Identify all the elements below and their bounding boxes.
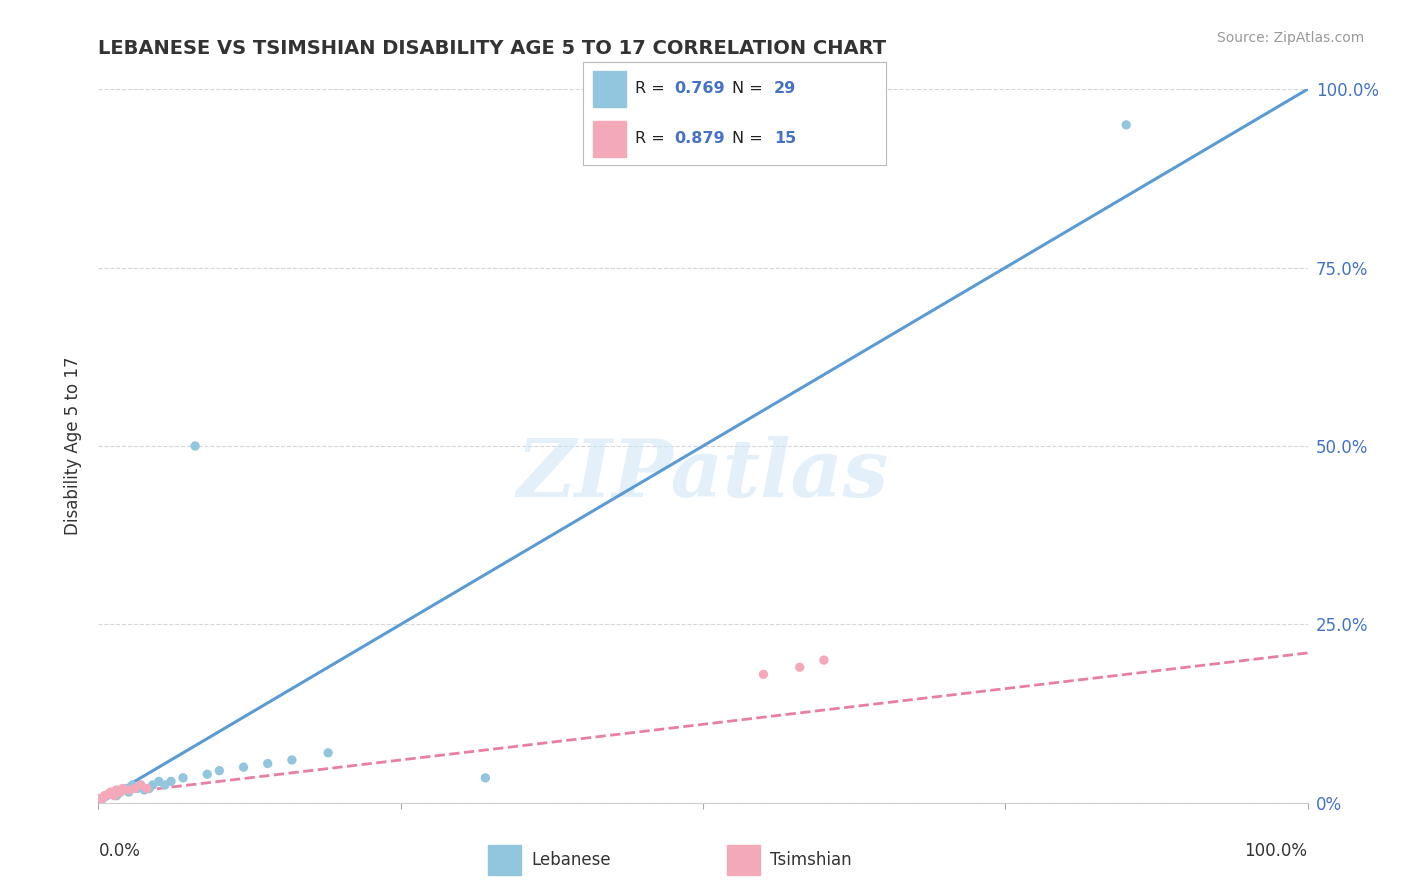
Point bbox=[129, 778, 152, 792]
Text: R =: R = bbox=[636, 131, 669, 146]
Text: LEBANESE VS TSIMSHIAN DISABILITY AGE 5 TO 17 CORRELATION CHART: LEBANESE VS TSIMSHIAN DISABILITY AGE 5 T… bbox=[98, 39, 887, 58]
Point bbox=[142, 778, 165, 792]
Point bbox=[474, 771, 496, 785]
Point bbox=[172, 771, 194, 785]
Text: N =: N = bbox=[731, 81, 768, 96]
Bar bbox=[592, 121, 626, 157]
Point bbox=[105, 783, 128, 797]
Point bbox=[184, 439, 207, 453]
Point bbox=[138, 781, 160, 796]
Point bbox=[91, 792, 114, 806]
Text: ZIPatlas: ZIPatlas bbox=[517, 436, 889, 513]
Point bbox=[108, 785, 131, 799]
Point bbox=[316, 746, 339, 760]
Point bbox=[103, 785, 125, 799]
Y-axis label: Disability Age 5 to 17: Disability Age 5 to 17 bbox=[65, 357, 83, 535]
Point bbox=[91, 792, 114, 806]
Point bbox=[127, 781, 149, 796]
Point bbox=[96, 789, 118, 803]
Point bbox=[118, 785, 141, 799]
Point bbox=[93, 790, 115, 805]
Point bbox=[103, 789, 125, 803]
Point bbox=[135, 781, 157, 796]
Text: N =: N = bbox=[731, 131, 768, 146]
Text: 15: 15 bbox=[773, 131, 796, 146]
Point bbox=[108, 785, 131, 799]
Point bbox=[160, 774, 183, 789]
Text: 0.769: 0.769 bbox=[675, 81, 725, 96]
Point bbox=[129, 778, 152, 792]
Point bbox=[153, 778, 176, 792]
Point bbox=[100, 787, 122, 801]
Point bbox=[124, 781, 146, 796]
Bar bbox=[727, 845, 761, 875]
Point bbox=[256, 756, 278, 771]
Point bbox=[111, 783, 134, 797]
Bar bbox=[488, 845, 522, 875]
Text: Source: ZipAtlas.com: Source: ZipAtlas.com bbox=[1216, 31, 1364, 45]
Point bbox=[208, 764, 231, 778]
Point bbox=[752, 667, 775, 681]
Text: 29: 29 bbox=[773, 81, 796, 96]
Point bbox=[1115, 118, 1137, 132]
Text: 0.0%: 0.0% bbox=[98, 842, 141, 860]
Text: 0.879: 0.879 bbox=[675, 131, 725, 146]
Point bbox=[148, 774, 170, 789]
Point bbox=[134, 783, 156, 797]
Point bbox=[195, 767, 218, 781]
Text: R =: R = bbox=[636, 81, 669, 96]
Point bbox=[789, 660, 811, 674]
Text: 100.0%: 100.0% bbox=[1244, 842, 1308, 860]
Point bbox=[93, 789, 115, 803]
Text: Lebanese: Lebanese bbox=[531, 851, 610, 869]
Bar bbox=[592, 70, 626, 106]
Text: Tsimshian: Tsimshian bbox=[770, 851, 852, 869]
Point bbox=[118, 783, 141, 797]
Point bbox=[97, 787, 120, 801]
Point bbox=[100, 785, 122, 799]
Point bbox=[105, 789, 128, 803]
Point bbox=[115, 781, 138, 796]
Point bbox=[281, 753, 304, 767]
Point bbox=[111, 781, 134, 796]
Point bbox=[232, 760, 254, 774]
Point bbox=[813, 653, 835, 667]
Point bbox=[121, 778, 143, 792]
